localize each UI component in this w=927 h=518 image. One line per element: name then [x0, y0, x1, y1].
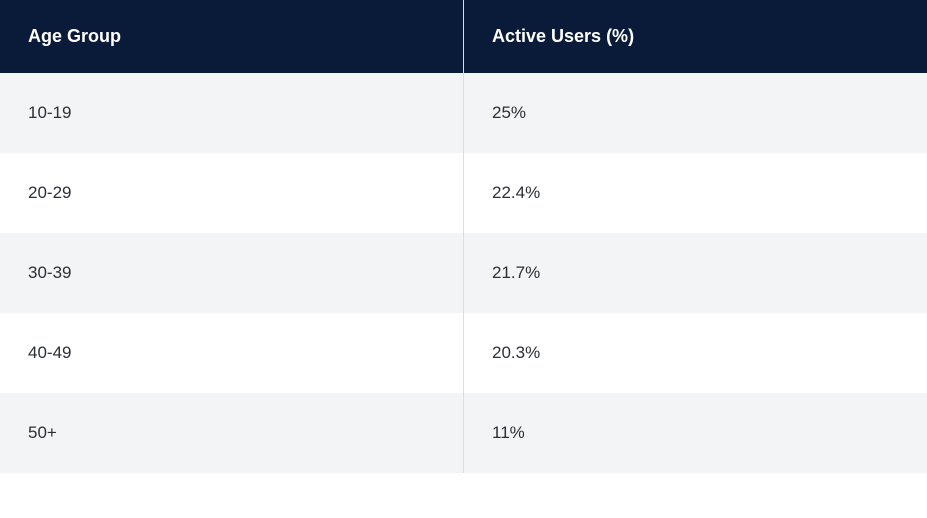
age-group-table: Age Group Active Users (%) 10-19 25% 20-… — [0, 0, 927, 473]
cell-active-users: 20.3% — [464, 313, 927, 393]
cell-active-users: 11% — [464, 393, 927, 473]
header-age-group: Age Group — [0, 0, 464, 73]
table-row: 20-29 22.4% — [0, 153, 927, 233]
header-active-users: Active Users (%) — [464, 0, 927, 73]
cell-age-group: 50+ — [0, 393, 464, 473]
cell-active-users: 21.7% — [464, 233, 927, 313]
cell-age-group: 10-19 — [0, 73, 464, 153]
cell-active-users: 22.4% — [464, 153, 927, 233]
cell-age-group: 20-29 — [0, 153, 464, 233]
table-row: 30-39 21.7% — [0, 233, 927, 313]
cell-age-group: 30-39 — [0, 233, 464, 313]
table-row: 40-49 20.3% — [0, 313, 927, 393]
cell-age-group: 40-49 — [0, 313, 464, 393]
table-row: 10-19 25% — [0, 73, 927, 153]
table-row: 50+ 11% — [0, 393, 927, 473]
cell-active-users: 25% — [464, 73, 927, 153]
table-body: 10-19 25% 20-29 22.4% 30-39 21.7% 40-49 … — [0, 73, 927, 473]
table-header: Age Group Active Users (%) — [0, 0, 927, 73]
header-row: Age Group Active Users (%) — [0, 0, 927, 73]
